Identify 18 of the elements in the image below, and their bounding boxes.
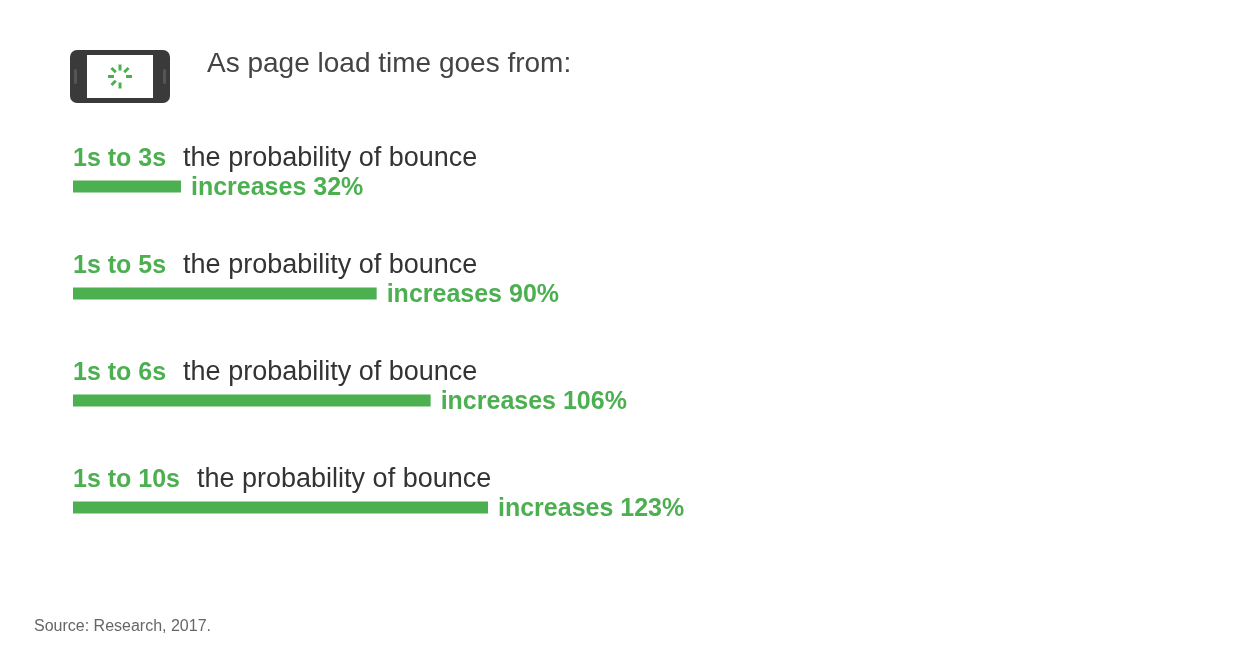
y-tick-label: 1s to 5s [73,249,167,278]
source-note: Source: Research, 2017. [34,617,211,634]
bar [73,501,488,514]
annotation: the probability of bounce [183,141,478,172]
data-label: increases 106% [440,385,627,414]
annotation: the probability of bounce [197,462,492,493]
y-tick-label: 1s to 10s [73,463,181,492]
bar [73,180,181,193]
bar [73,394,431,407]
y-tick-label: 1s to 3s [73,142,167,171]
data-label: increases 32% [190,171,364,200]
annotation: the probability of bounce [183,248,478,279]
annotation: the probability of bounce [183,355,478,386]
chart-title: As page load time goes from: [207,47,572,78]
data-label: increases 123% [498,492,685,521]
bar [73,287,377,300]
y-tick-label: 1s to 6s [73,356,167,385]
data-label: increases 90% [386,278,560,307]
